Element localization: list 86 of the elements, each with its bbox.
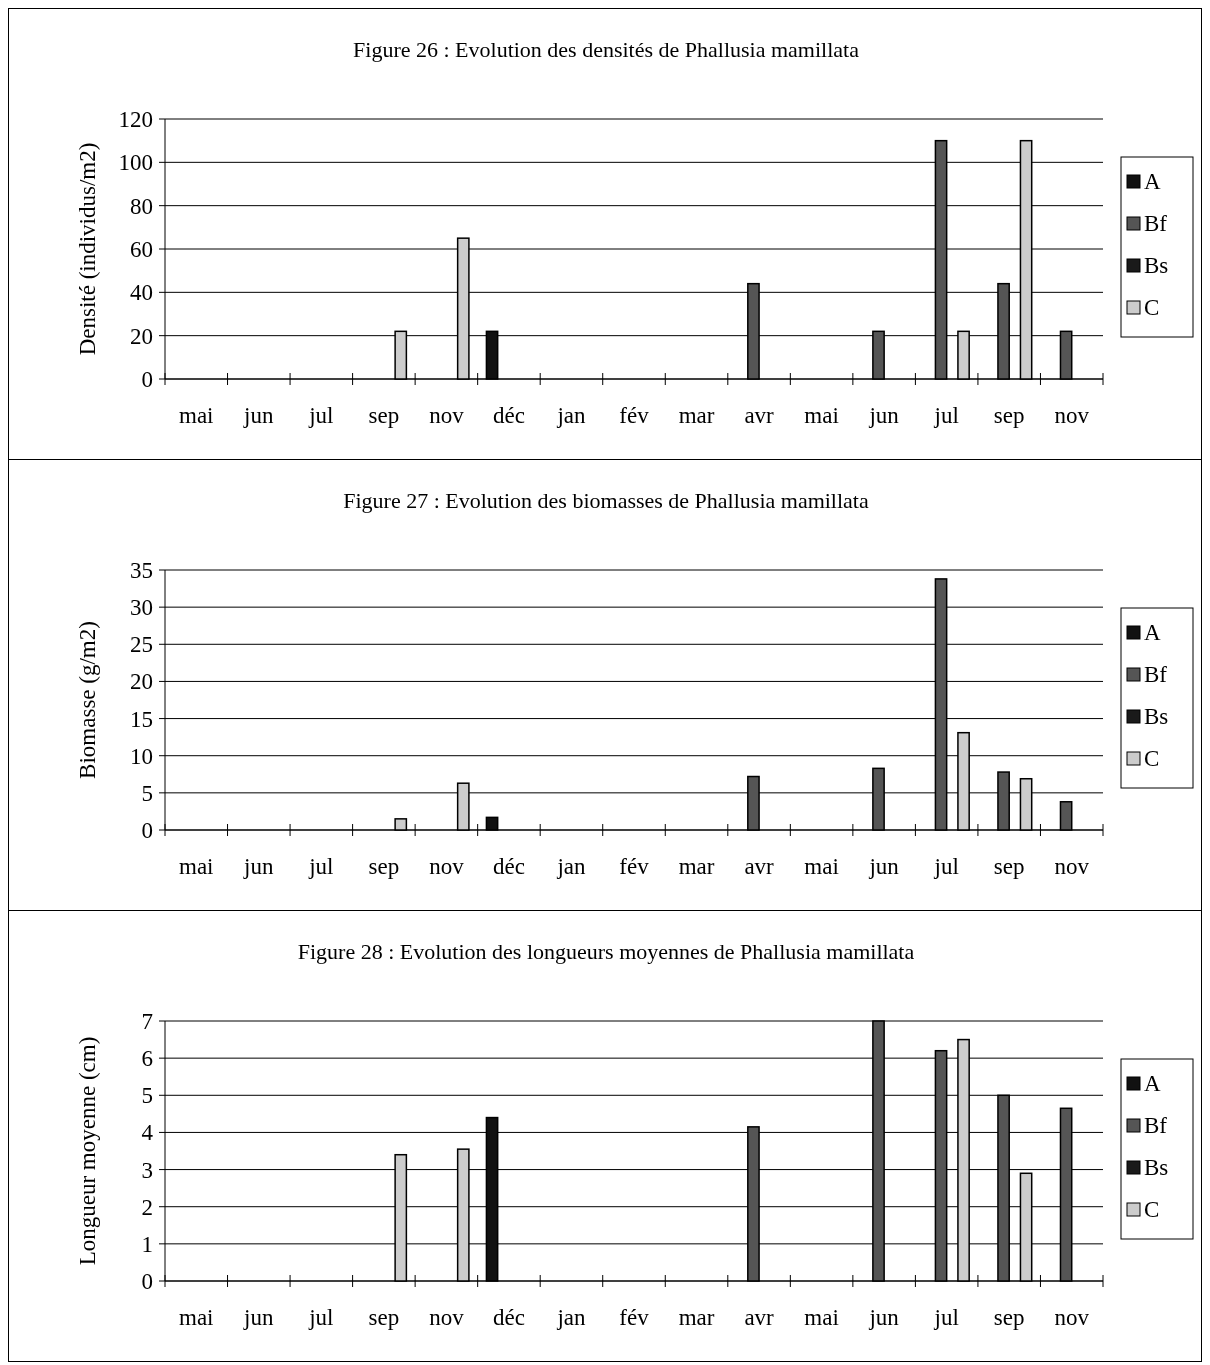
y-tick-label: 0 xyxy=(141,367,153,393)
x-tick-label: jun xyxy=(243,854,274,879)
legend-label: A xyxy=(1144,169,1161,194)
x-tick-label: mai xyxy=(804,403,839,428)
legend-label: Bs xyxy=(1144,704,1169,729)
y-tick-label: 20 xyxy=(130,669,153,695)
y-tick-label: 5 xyxy=(141,1083,153,1109)
y-tick-label: 2 xyxy=(141,1194,153,1220)
x-tick-label: mai xyxy=(179,1305,214,1330)
y-tick-label: 0 xyxy=(141,818,153,844)
x-tick-label: déc xyxy=(492,854,525,879)
y-tick-label: 10 xyxy=(130,743,153,769)
x-tick-label: jul xyxy=(933,1305,959,1330)
x-tick-label: jul xyxy=(308,403,334,428)
y-tick-label: 4 xyxy=(141,1120,154,1146)
y-tick-label: 5 xyxy=(141,780,153,806)
x-tick-label: jan xyxy=(556,403,587,428)
x-tick-label: nov xyxy=(429,403,465,428)
x-tick-label: sep xyxy=(368,1305,400,1330)
y-tick-label: 6 xyxy=(141,1046,153,1072)
x-tick-label: nov xyxy=(1054,1305,1090,1330)
chart-title: Figure 27 : Evolution des biomasses de Phallusia mamillata xyxy=(343,488,869,513)
legend-label: Bf xyxy=(1144,662,1168,687)
x-tick-label: nov xyxy=(1054,403,1090,428)
y-tick-label: 7 xyxy=(141,1009,153,1035)
legend-label: C xyxy=(1144,746,1160,771)
x-tick-label: avr xyxy=(744,1305,775,1330)
y-axis-title: Biomasse (g/m2) xyxy=(75,621,100,779)
x-tick-label: jul xyxy=(933,854,959,879)
x-tick-label: mai xyxy=(179,854,214,879)
x-tick-label: nov xyxy=(429,854,465,879)
x-tick-label: sep xyxy=(993,854,1025,879)
x-tick-label: mai xyxy=(804,1305,839,1330)
x-tick-label: fév xyxy=(619,854,650,879)
x-tick-label: mai xyxy=(804,854,839,879)
x-tick-label: déc xyxy=(492,1305,525,1330)
y-axis-title: Longueur moyenne (cm) xyxy=(75,1036,100,1266)
x-tick-label: fév xyxy=(619,1305,650,1330)
y-tick-label: 60 xyxy=(130,237,153,263)
x-tick-label: jan xyxy=(556,1305,587,1330)
x-tick-label: sep xyxy=(993,1305,1025,1330)
y-axis-title: Densité (individus/m2) xyxy=(75,142,100,356)
x-tick-label: fév xyxy=(619,403,650,428)
x-tick-label: jul xyxy=(933,403,959,428)
x-tick-label: avr xyxy=(744,403,775,428)
y-tick-label: 80 xyxy=(130,193,153,219)
x-tick-label: jun xyxy=(868,1305,900,1330)
chart-title: Figure 26 : Evolution des densités de Phallusia mamillata xyxy=(353,37,860,62)
x-tick-label: nov xyxy=(429,1305,465,1330)
y-tick-label: 100 xyxy=(118,150,153,176)
x-tick-label: jun xyxy=(243,403,274,428)
x-tick-label: mar xyxy=(678,403,715,428)
legend-label: A xyxy=(1144,1071,1161,1096)
x-tick-label: mar xyxy=(678,854,715,879)
y-tick-label: 35 xyxy=(130,558,153,584)
y-tick-label: 15 xyxy=(130,706,153,732)
legend-label: Bf xyxy=(1144,211,1168,236)
y-tick-label: 3 xyxy=(141,1157,153,1183)
x-tick-label: jul xyxy=(308,854,334,879)
y-tick-label: 120 xyxy=(118,107,153,133)
y-tick-label: 25 xyxy=(130,632,153,658)
x-tick-label: jul xyxy=(308,1305,334,1330)
y-tick-label: 1 xyxy=(141,1231,153,1257)
x-tick-label: jun xyxy=(243,1305,274,1330)
y-tick-label: 30 xyxy=(130,595,153,621)
y-tick-label: 20 xyxy=(130,323,153,349)
legend-label: Bs xyxy=(1144,253,1169,278)
x-tick-label: mai xyxy=(179,403,214,428)
x-tick-label: jun xyxy=(868,854,900,879)
x-tick-label: nov xyxy=(1054,854,1090,879)
y-tick-label: 0 xyxy=(141,1269,153,1295)
x-tick-label: sep xyxy=(368,854,400,879)
x-tick-label: avr xyxy=(744,854,775,879)
legend-label: C xyxy=(1144,1197,1160,1222)
x-tick-label: sep xyxy=(368,403,400,428)
y-tick-label: 40 xyxy=(130,280,153,306)
legend-label: Bf xyxy=(1144,1113,1168,1138)
x-tick-label: déc xyxy=(492,403,525,428)
legend-label: A xyxy=(1144,620,1161,645)
x-tick-label: jan xyxy=(556,854,587,879)
legend-label: Bs xyxy=(1144,1155,1169,1180)
x-tick-label: mar xyxy=(678,1305,715,1330)
chart-title: Figure 28 : Evolution des longueurs moyennes de Phallusia mamillata xyxy=(297,939,915,964)
x-tick-label: sep xyxy=(993,403,1025,428)
legend-label: C xyxy=(1144,295,1160,320)
x-tick-label: jun xyxy=(868,403,900,428)
